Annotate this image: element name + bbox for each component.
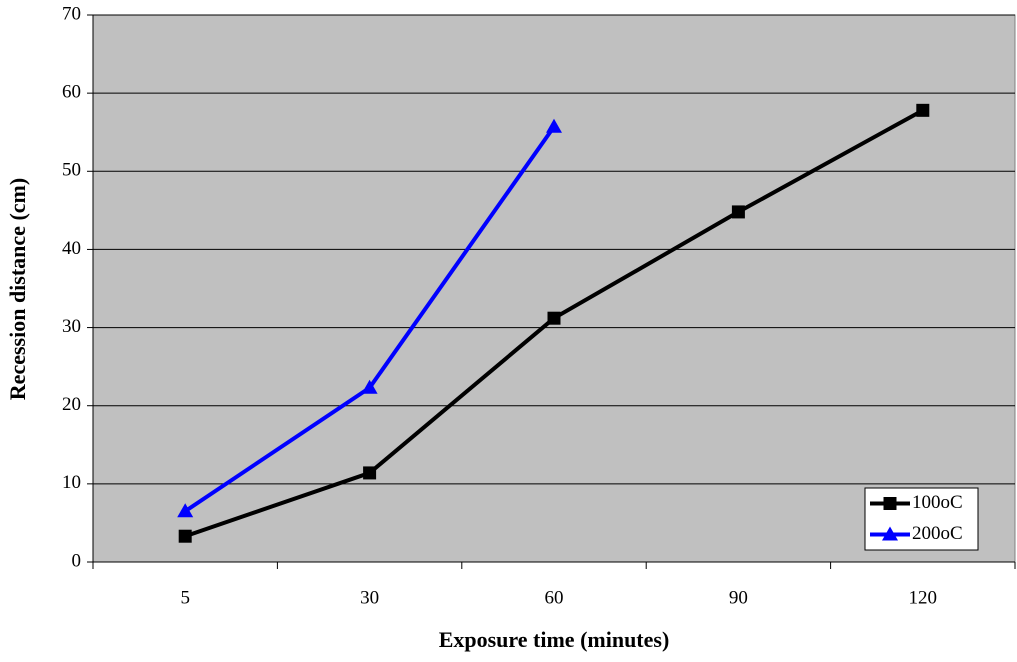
x-tick-label: 90 — [729, 587, 748, 608]
y-tick-label: 50 — [62, 160, 81, 181]
y-tick-label: 10 — [62, 472, 81, 493]
marker — [361, 379, 378, 394]
x-tick-label: 60 — [545, 587, 564, 608]
y-tick-label: 60 — [62, 82, 81, 103]
x-tick-label: 30 — [360, 587, 379, 608]
marker — [916, 103, 930, 117]
y-axis-title: Recession distance (cm) — [5, 178, 30, 400]
x-tick-label: 5 — [180, 587, 190, 608]
legend-label: 100oC — [912, 492, 963, 513]
marker — [731, 205, 745, 219]
marker — [178, 529, 192, 543]
marker — [177, 503, 194, 518]
legend: 100oC 200oC — [864, 487, 979, 551]
legend-label: 200oC — [912, 523, 963, 544]
x-axis-title: Exposure time (minutes) — [439, 627, 670, 652]
y-tick-label: 20 — [62, 394, 81, 415]
y-tick-label: 0 — [72, 550, 82, 571]
x-tick-label: 120 — [909, 587, 938, 608]
y-tick-label: 30 — [62, 316, 81, 337]
marker — [546, 118, 562, 133]
marker — [363, 466, 377, 480]
y-tick-label: 40 — [62, 238, 81, 259]
marker — [547, 311, 561, 325]
y-tick-label: 70 — [62, 3, 81, 24]
marker — [883, 497, 897, 510]
marker — [882, 526, 898, 541]
